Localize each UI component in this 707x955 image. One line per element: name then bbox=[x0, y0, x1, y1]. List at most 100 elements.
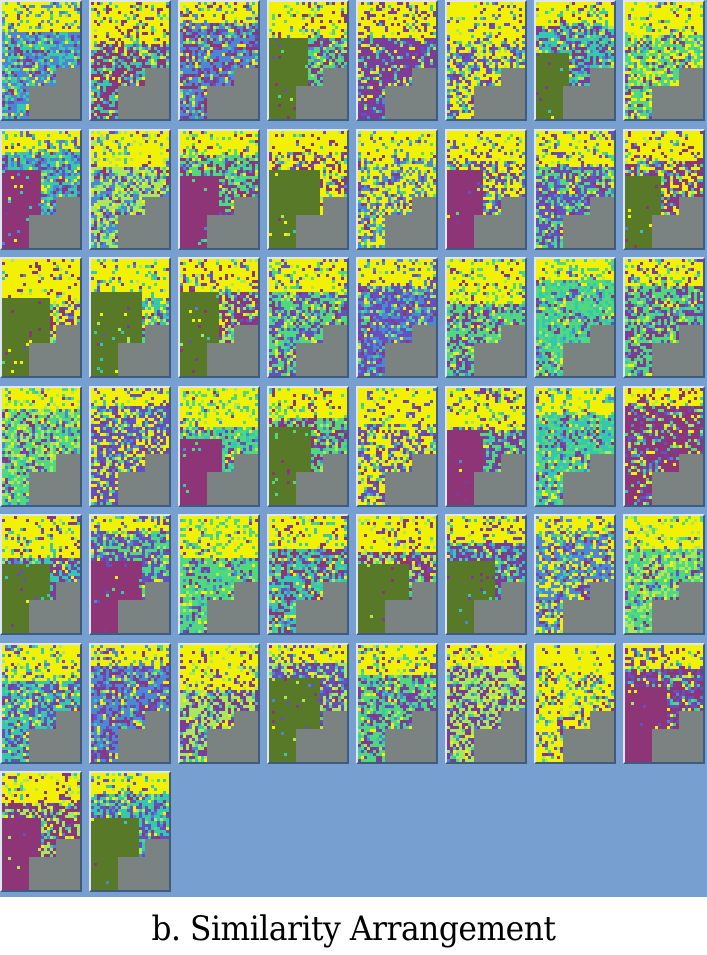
thumbnail-image bbox=[180, 259, 258, 376]
thumbnail-image bbox=[2, 259, 80, 376]
thumbnail-image bbox=[2, 2, 80, 119]
thumbnail-image bbox=[447, 259, 525, 376]
thumbnail-34[interactable] bbox=[89, 514, 171, 635]
thumbnail-47[interactable] bbox=[534, 643, 616, 764]
thumbnail-10[interactable] bbox=[89, 129, 171, 250]
thumbnail-36[interactable] bbox=[267, 514, 349, 635]
thumbnail-26[interactable] bbox=[89, 386, 171, 507]
thumbnail-image bbox=[91, 2, 169, 119]
thumbnail-image bbox=[2, 516, 80, 633]
thumbnail-22[interactable] bbox=[445, 257, 527, 378]
thumbnail-21[interactable] bbox=[356, 257, 438, 378]
thumbnail-33[interactable] bbox=[0, 514, 82, 635]
thumbnail-24[interactable] bbox=[623, 257, 705, 378]
thumbnail-17[interactable] bbox=[0, 257, 82, 378]
thumbnail-3[interactable] bbox=[178, 0, 260, 121]
thumbnail-42[interactable] bbox=[89, 643, 171, 764]
thumbnail-20[interactable] bbox=[267, 257, 349, 378]
thumbnail-image bbox=[358, 2, 436, 119]
thumbnail-image bbox=[269, 259, 347, 376]
thumbnail-image bbox=[625, 645, 703, 762]
thumbnail-image bbox=[2, 773, 80, 890]
thumbnail-6[interactable] bbox=[445, 0, 527, 121]
thumbnail-image bbox=[536, 2, 614, 119]
thumbnail-image bbox=[180, 2, 258, 119]
thumbnail-18[interactable] bbox=[89, 257, 171, 378]
thumbnail-image bbox=[447, 645, 525, 762]
thumbnail-2[interactable] bbox=[89, 0, 171, 121]
thumbnail-15[interactable] bbox=[534, 129, 616, 250]
thumbnail-image bbox=[180, 388, 258, 505]
thumbnail-image bbox=[447, 2, 525, 119]
thumbnail-41[interactable] bbox=[0, 643, 82, 764]
thumbnail-grid-panel bbox=[0, 0, 707, 897]
thumbnail-image bbox=[625, 2, 703, 119]
thumbnail-23[interactable] bbox=[534, 257, 616, 378]
thumbnail-image bbox=[269, 645, 347, 762]
thumbnail-image bbox=[625, 131, 703, 248]
thumbnail-image bbox=[180, 645, 258, 762]
thumbnail-43[interactable] bbox=[178, 643, 260, 764]
thumbnail-38[interactable] bbox=[445, 514, 527, 635]
thumbnail-25[interactable] bbox=[0, 386, 82, 507]
thumbnail-39[interactable] bbox=[534, 514, 616, 635]
thumbnail-image bbox=[536, 516, 614, 633]
thumbnail-30[interactable] bbox=[445, 386, 527, 507]
thumbnail-image bbox=[91, 645, 169, 762]
thumbnail-27[interactable] bbox=[178, 386, 260, 507]
thumbnail-image bbox=[180, 516, 258, 633]
thumbnail-image bbox=[625, 388, 703, 505]
thumbnail-32[interactable] bbox=[623, 386, 705, 507]
thumbnail-29[interactable] bbox=[356, 386, 438, 507]
thumbnail-image bbox=[625, 516, 703, 633]
thumbnail-image bbox=[269, 131, 347, 248]
thumbnail-37[interactable] bbox=[356, 514, 438, 635]
thumbnail-8[interactable] bbox=[623, 0, 705, 121]
thumbnail-46[interactable] bbox=[445, 643, 527, 764]
thumbnail-12[interactable] bbox=[267, 129, 349, 250]
thumbnail-image bbox=[269, 2, 347, 119]
thumbnail-image bbox=[358, 259, 436, 376]
thumbnail-19[interactable] bbox=[178, 257, 260, 378]
thumbnail-image bbox=[2, 131, 80, 248]
thumbnail-image bbox=[536, 259, 614, 376]
thumbnail-image bbox=[91, 131, 169, 248]
thumbnail-image bbox=[358, 131, 436, 248]
thumbnail-image bbox=[358, 388, 436, 505]
thumbnail-image bbox=[358, 645, 436, 762]
thumbnail-image bbox=[358, 516, 436, 633]
thumbnail-11[interactable] bbox=[178, 129, 260, 250]
thumbnail-image bbox=[447, 131, 525, 248]
thumbnail-image bbox=[625, 259, 703, 376]
thumbnail-35[interactable] bbox=[178, 514, 260, 635]
figure-caption: b. Similarity Arrangement bbox=[151, 909, 556, 949]
thumbnail-image bbox=[269, 388, 347, 505]
thumbnail-49[interactable] bbox=[0, 771, 82, 892]
thumbnail-40[interactable] bbox=[623, 514, 705, 635]
thumbnail-image bbox=[180, 131, 258, 248]
thumbnail-45[interactable] bbox=[356, 643, 438, 764]
thumbnail-5[interactable] bbox=[356, 0, 438, 121]
thumbnail-31[interactable] bbox=[534, 386, 616, 507]
thumbnail-50[interactable] bbox=[89, 771, 171, 892]
thumbnail-28[interactable] bbox=[267, 386, 349, 507]
thumbnail-image bbox=[447, 516, 525, 633]
thumbnail-image bbox=[91, 259, 169, 376]
thumbnail-image bbox=[2, 645, 80, 762]
thumbnail-4[interactable] bbox=[267, 0, 349, 121]
thumbnail-image bbox=[2, 388, 80, 505]
thumbnail-image bbox=[536, 645, 614, 762]
thumbnail-1[interactable] bbox=[0, 0, 82, 121]
thumbnail-9[interactable] bbox=[0, 129, 82, 250]
thumbnail-7[interactable] bbox=[534, 0, 616, 121]
thumbnail-14[interactable] bbox=[445, 129, 527, 250]
thumbnail-13[interactable] bbox=[356, 129, 438, 250]
thumbnail-44[interactable] bbox=[267, 643, 349, 764]
thumbnail-48[interactable] bbox=[623, 643, 705, 764]
thumbnail-image bbox=[91, 773, 169, 890]
thumbnail-16[interactable] bbox=[623, 129, 705, 250]
thumbnail-image bbox=[536, 131, 614, 248]
thumbnail-image bbox=[269, 516, 347, 633]
thumbnail-image bbox=[91, 388, 169, 505]
thumbnail-image bbox=[536, 388, 614, 505]
